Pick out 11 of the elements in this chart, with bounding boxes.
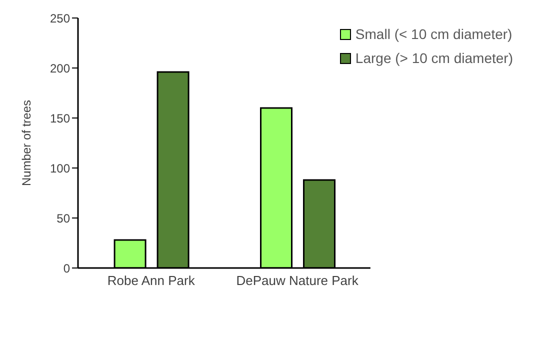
- y-tick-label: 150: [50, 111, 70, 126]
- x-tick-label: DePauw Nature Park: [236, 273, 359, 288]
- y-tick-label: 0: [63, 261, 70, 276]
- y-tick-label: 50: [56, 211, 70, 226]
- legend-label: Large (> 10 cm diameter): [355, 50, 513, 66]
- legend-label: Small (< 10 cm diameter): [355, 26, 512, 42]
- x-tick-label: Robe Ann Park: [107, 273, 196, 288]
- y-tick-label: 200: [50, 61, 70, 76]
- y-tick-label: 250: [50, 11, 70, 26]
- y-axis-title: Number of trees: [19, 100, 34, 186]
- y-tick-label: 100: [50, 161, 70, 176]
